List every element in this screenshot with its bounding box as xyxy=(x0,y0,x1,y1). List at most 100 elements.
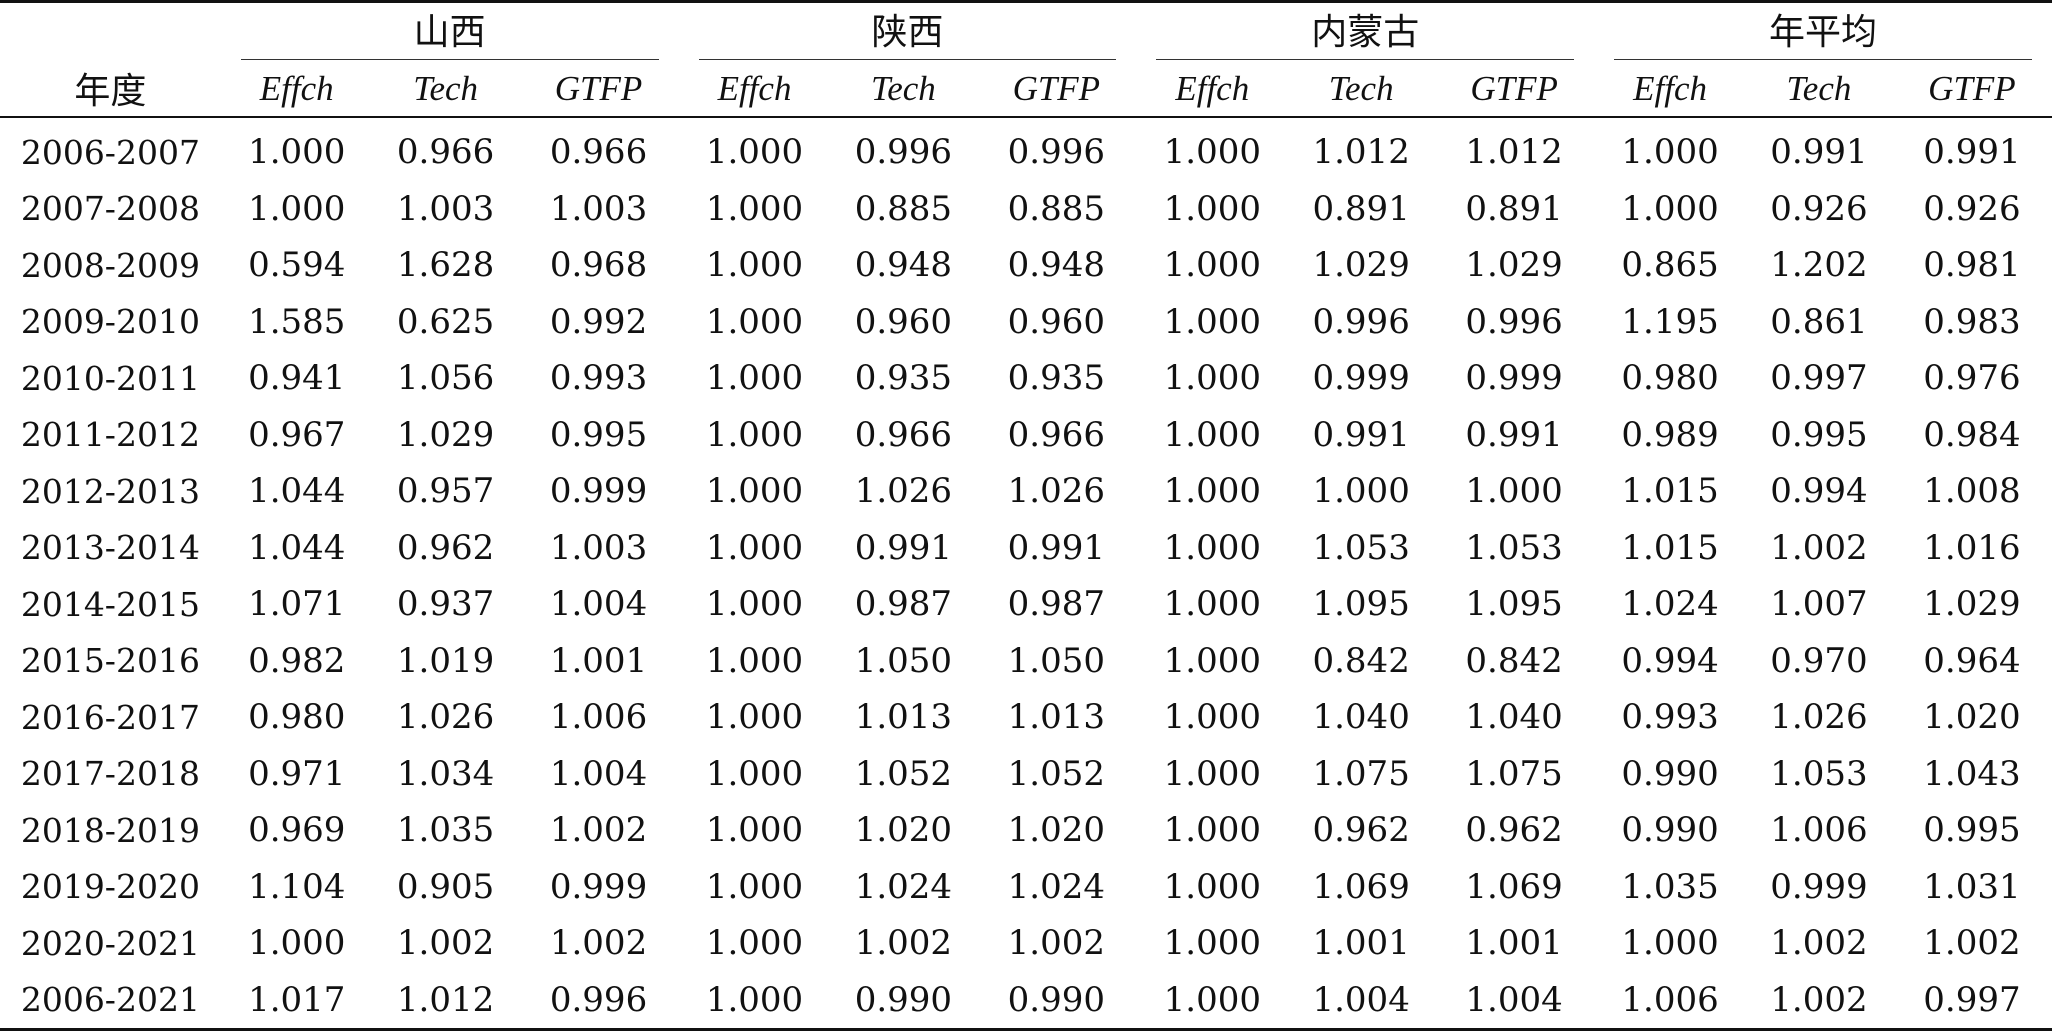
table-row: 2018-2019 0.969 1.035 1.002 1.000 1.020 1.020 1… xyxy=(0,802,2052,859)
table-row: 2010-2011 0.941 1.056 0.993 1.000 0.935 0.935 1… xyxy=(0,350,2052,407)
value-cell: 0.960 xyxy=(1007,301,1105,342)
value-cell: 0.935 xyxy=(1007,358,1105,399)
value-cell: 1.015 xyxy=(1621,527,1719,568)
value-cell: 1.000 xyxy=(1621,132,1719,173)
value-cell: 1.002 xyxy=(1923,923,2021,964)
year-cell: 2006-2021 xyxy=(20,980,200,1020)
value-cell: 0.962 xyxy=(396,527,495,568)
value-cell: 1.000 xyxy=(1163,245,1261,286)
year-cell: 2014-2015 xyxy=(20,584,200,624)
value-cell: 0.997 xyxy=(1770,358,1868,399)
year-cell: 2006-2007 xyxy=(20,132,200,172)
value-cell: 0.997 xyxy=(1923,979,2021,1020)
value-cell: 1.040 xyxy=(1312,697,1410,738)
value-cell: 1.000 xyxy=(1163,358,1261,399)
value-cell: 1.000 xyxy=(1163,188,1261,229)
value-cell: 1.000 xyxy=(1163,640,1261,681)
table-row: 2006-2021 1.017 1.012 0.996 1.000 0.990 0.990 1… xyxy=(0,972,2052,1030)
value-cell: 0.990 xyxy=(1621,753,1719,794)
value-cell: 0.968 xyxy=(549,245,648,286)
value-cell: 1.000 xyxy=(1163,697,1261,738)
value-cell: 1.029 xyxy=(1923,584,2021,625)
value-cell: 0.996 xyxy=(549,979,648,1020)
value-cell: 1.000 xyxy=(705,640,804,681)
year-cell: 2017-2018 xyxy=(20,754,200,794)
value-cell: 0.962 xyxy=(1465,810,1563,851)
value-cell: 1.000 xyxy=(705,188,804,229)
table-row: 2019-2020 1.104 0.905 0.999 1.000 1.024 1.024 1… xyxy=(0,859,2052,916)
table-row: 2009-2010 1.585 0.625 0.992 1.000 0.960 0.960 1… xyxy=(0,294,2052,351)
table-row: 2016-2017 0.980 1.026 1.006 1.000 1.013 1.013 1… xyxy=(0,689,2052,746)
value-cell: 1.000 xyxy=(1621,923,1719,964)
value-cell: 0.991 xyxy=(1312,414,1410,455)
value-cell: 1.095 xyxy=(1465,584,1563,625)
sub-header-annual-average-tech: Tech xyxy=(1786,69,1852,108)
value-cell: 0.885 xyxy=(1007,188,1105,229)
value-cell: 0.960 xyxy=(854,301,953,342)
sub-header-shanxi-tech: Tech xyxy=(413,69,479,108)
value-cell: 1.004 xyxy=(1312,979,1410,1020)
value-cell: 0.966 xyxy=(854,414,953,455)
value-cell: 1.004 xyxy=(549,753,648,794)
value-cell: 1.000 xyxy=(248,188,346,229)
value-cell: 0.990 xyxy=(854,979,953,1020)
value-cell: 0.980 xyxy=(1621,358,1719,399)
value-cell: 1.029 xyxy=(396,414,495,455)
value-cell: 1.002 xyxy=(549,923,648,964)
value-cell: 1.035 xyxy=(396,810,495,851)
year-cell: 2020-2021 xyxy=(20,923,200,963)
value-cell: 1.000 xyxy=(1465,471,1563,512)
value-cell: 0.995 xyxy=(1770,414,1868,455)
value-cell: 0.885 xyxy=(854,188,953,229)
value-cell: 1.026 xyxy=(854,471,953,512)
group-header-inner-mongolia: 内蒙古 xyxy=(1136,2,1594,63)
value-cell: 0.937 xyxy=(396,584,495,625)
value-cell: 1.000 xyxy=(705,810,804,851)
value-cell: 1.013 xyxy=(854,697,953,738)
value-cell: 0.996 xyxy=(1007,132,1105,173)
value-cell: 1.202 xyxy=(1770,245,1868,286)
value-cell: 1.000 xyxy=(705,979,804,1020)
value-cell: 1.000 xyxy=(705,414,804,455)
value-cell: 1.000 xyxy=(705,866,804,907)
table-row: 2012-2013 1.044 0.957 0.999 1.000 1.026 1.026 1… xyxy=(0,463,2052,520)
value-cell: 1.000 xyxy=(705,358,804,399)
value-cell: 1.002 xyxy=(396,923,495,964)
value-cell: 0.891 xyxy=(1312,188,1410,229)
value-cell: 1.044 xyxy=(248,527,346,568)
value-cell: 1.069 xyxy=(1465,866,1563,907)
value-cell: 1.004 xyxy=(549,584,648,625)
value-cell: 1.071 xyxy=(248,584,346,625)
value-cell: 1.003 xyxy=(549,527,648,568)
value-cell: 0.926 xyxy=(1923,188,2021,229)
value-cell: 0.861 xyxy=(1770,301,1868,342)
value-cell: 1.000 xyxy=(705,527,804,568)
value-cell: 1.003 xyxy=(549,188,648,229)
value-cell: 0.999 xyxy=(1312,358,1410,399)
value-cell: 1.026 xyxy=(396,697,495,738)
value-cell: 1.000 xyxy=(705,245,804,286)
value-cell: 1.195 xyxy=(1621,301,1719,342)
value-cell: 1.000 xyxy=(1163,301,1261,342)
value-cell: 1.069 xyxy=(1312,866,1410,907)
value-cell: 1.000 xyxy=(1163,584,1261,625)
value-cell: 0.842 xyxy=(1465,640,1563,681)
value-cell: 1.585 xyxy=(248,301,346,342)
table-row: 2008-2009 0.594 1.628 0.968 1.000 0.948 0.948 1… xyxy=(0,237,2052,294)
value-cell: 0.995 xyxy=(549,414,648,455)
sub-header-shaanxi-effch: Effch xyxy=(717,69,792,108)
value-cell: 0.926 xyxy=(1770,188,1868,229)
value-cell: 1.000 xyxy=(1163,414,1261,455)
value-cell: 1.000 xyxy=(705,923,804,964)
value-cell: 0.993 xyxy=(549,358,648,399)
value-cell: 0.970 xyxy=(1770,640,1868,681)
table-row: 2007-2008 1.000 1.003 1.003 1.000 0.885 0.885 1… xyxy=(0,181,2052,238)
value-cell: 0.991 xyxy=(1770,132,1868,173)
value-cell: 1.000 xyxy=(1163,753,1261,794)
value-cell: 1.015 xyxy=(1621,471,1719,512)
table-row: 2020-2021 1.000 1.002 1.002 1.000 1.002 1.002 1… xyxy=(0,915,2052,972)
value-cell: 0.999 xyxy=(549,866,648,907)
value-cell: 1.026 xyxy=(1007,471,1105,512)
value-cell: 1.000 xyxy=(1163,132,1261,173)
value-cell: 0.999 xyxy=(1770,866,1868,907)
